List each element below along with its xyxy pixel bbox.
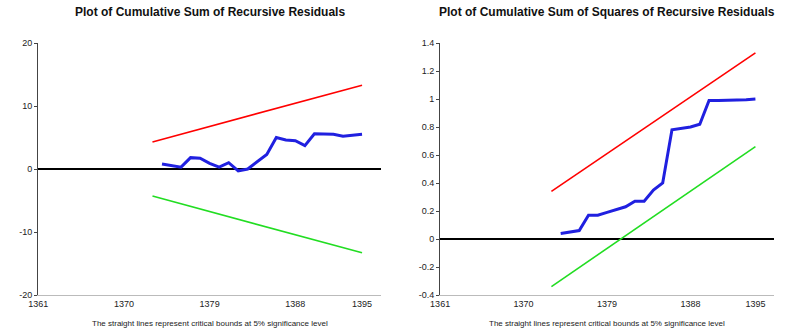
svg-text:1: 1 (429, 94, 434, 104)
svg-text:1395: 1395 (352, 299, 372, 309)
svg-text:Plot of Cumulative Sum of Squa: Plot of Cumulative Sum of Squares of Rec… (439, 5, 775, 19)
svg-text:0.2: 0.2 (422, 206, 435, 216)
svg-text:1370: 1370 (514, 299, 534, 309)
svg-text:1388: 1388 (680, 299, 700, 309)
svg-text:-0.4: -0.4 (419, 290, 435, 300)
svg-text:0.6: 0.6 (422, 150, 435, 160)
svg-text:0: 0 (27, 164, 32, 174)
svg-text:-0.2: -0.2 (419, 262, 435, 272)
svg-text:1379: 1379 (597, 299, 617, 309)
svg-text:1388: 1388 (285, 299, 305, 309)
svg-text:0.4: 0.4 (422, 178, 435, 188)
svg-text:-10: -10 (19, 227, 32, 237)
svg-text:-20: -20 (19, 290, 32, 300)
svg-text:10: 10 (22, 101, 32, 111)
svg-text:20: 20 (22, 38, 32, 48)
svg-text:1379: 1379 (200, 299, 220, 309)
svg-text:0: 0 (429, 234, 434, 244)
svg-text:The straight lines represent c: The straight lines represent critical bo… (92, 319, 328, 328)
svg-text:1361: 1361 (430, 299, 450, 309)
svg-text:The straight lines represent c: The straight lines represent critical bo… (489, 319, 725, 328)
svg-text:1.2: 1.2 (422, 66, 435, 76)
svg-text:0.8: 0.8 (422, 122, 435, 132)
svg-text:1361: 1361 (28, 299, 48, 309)
svg-text:1395: 1395 (745, 299, 765, 309)
svg-text:1370: 1370 (114, 299, 134, 309)
svg-text:1.4: 1.4 (422, 38, 435, 48)
svg-text:Plot of Cumulative Sum of Recu: Plot of Cumulative Sum of Recursive Resi… (75, 5, 345, 19)
